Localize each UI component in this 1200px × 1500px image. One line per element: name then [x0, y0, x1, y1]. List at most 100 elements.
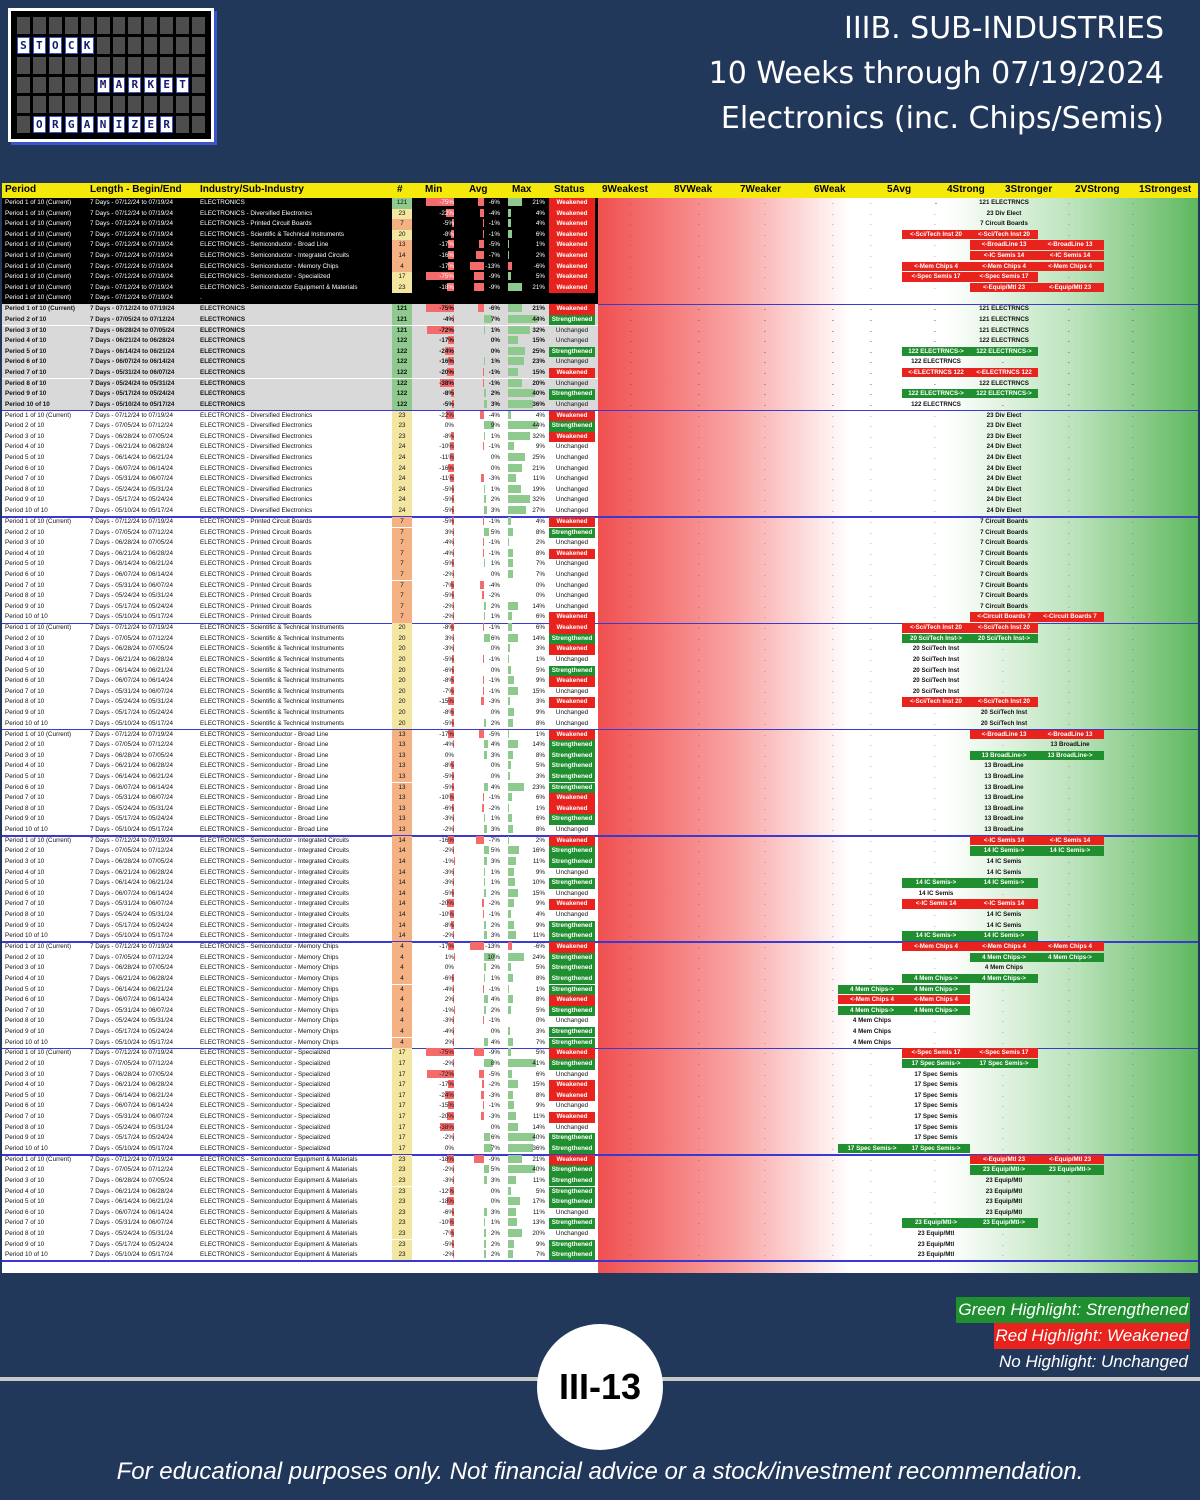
count-cell: 20 — [392, 708, 412, 719]
logo-cell: G — [64, 116, 78, 133]
empty-rung: . — [764, 209, 766, 217]
max-cell: 9% — [535, 677, 545, 685]
status-cell: Weakened — [549, 410, 595, 422]
table-row: Period 8 of 10 7 Days - 05/24/24 to 05/31… — [2, 697, 1198, 708]
empty-rung: . — [764, 305, 766, 313]
max-bar — [508, 1080, 519, 1089]
empty-rung: . — [1132, 454, 1134, 461]
avg-cell: 2% — [490, 964, 500, 972]
empty-rung: . — [832, 687, 834, 695]
count-cell: 7 — [392, 612, 412, 623]
max-bar — [508, 740, 518, 749]
rung-tag: <-Sci/Tech Inst 20 — [970, 697, 1038, 707]
avg-bar — [479, 410, 484, 419]
max-bar — [508, 559, 513, 568]
empty-rung: . — [698, 252, 700, 259]
empty-rung: . — [1132, 1187, 1134, 1195]
empty-rung: . — [832, 209, 834, 217]
empty-rung: . — [832, 645, 834, 653]
logo-cell — [160, 96, 174, 114]
max-bar — [508, 421, 538, 430]
min-cell: 0% — [444, 751, 454, 759]
avg-cell: 0% — [490, 645, 500, 653]
table-row: Period 8 of 10 7 Days - 05/24/24 to 05/31… — [2, 803, 1198, 815]
avg-cell: 2% — [490, 602, 500, 610]
empty-rung: . — [698, 581, 700, 589]
max-bar — [508, 442, 515, 451]
industry-cell: ELECTRONICS - Semiconductor - Specialize… — [200, 1070, 331, 1078]
count-cell: 4 — [392, 984, 412, 996]
empty-rung: . — [698, 656, 700, 663]
empty-rung: . — [870, 337, 872, 345]
avg-cell: 3% — [490, 751, 500, 759]
empty-rung: . — [934, 868, 936, 876]
table-row: Period 5 of 10 7 Days - 06/14/24 to 06/21… — [2, 1090, 1198, 1102]
rung-tag: 17 Spec Semis — [914, 1091, 958, 1099]
empty-rung: . — [1132, 677, 1134, 685]
empty-rung: . — [764, 666, 766, 674]
avg-cell: 0% — [490, 570, 500, 578]
min-cell: -5% — [442, 517, 454, 525]
min-cell: -17% — [439, 241, 454, 249]
rung-tag: 13 BroadLine — [984, 772, 1024, 780]
empty-rung: . — [1068, 422, 1070, 430]
max-bar — [508, 676, 515, 685]
empty-rung: . — [832, 358, 834, 366]
logo-cell — [80, 96, 94, 114]
legend-weakened: Red Highlight: Weakened — [993, 1323, 1190, 1349]
empty-rung: . — [698, 634, 700, 642]
empty-rung: . — [698, 645, 700, 653]
rung-tag: 7 Circuit Boards — [980, 592, 1028, 600]
min-bar — [427, 1069, 454, 1078]
rung-tag: <-Mem Chips 4 — [970, 942, 1038, 952]
avg-cell: -2% — [488, 592, 500, 600]
logo-cell — [144, 17, 158, 34]
empty-rung: . — [832, 1049, 834, 1057]
table-row: Period 1 of 10 (Current) 7 Days - 07/12/2… — [2, 293, 598, 304]
empty-rung: . — [934, 730, 936, 738]
min-cell: -5% — [442, 889, 454, 897]
status-cell: Strengthened — [549, 878, 595, 889]
count-cell: 13 — [392, 824, 412, 836]
column-header: 9Weakest — [602, 184, 648, 195]
empty-rung: . — [832, 592, 834, 600]
period-cell: Period 4 of 10 — [5, 656, 45, 663]
empty-rung: . — [698, 677, 700, 685]
empty-rung: . — [630, 475, 632, 483]
empty-rung: . — [698, 741, 700, 749]
min-bar — [450, 1218, 454, 1227]
avg-bar — [484, 484, 486, 493]
empty-rung: . — [1068, 1229, 1070, 1237]
max-cell: 23% — [532, 358, 545, 366]
table-row: Period 4 of 10 7 Days - 06/21/24 to 06/28… — [2, 548, 1198, 560]
empty-rung: . — [1132, 1070, 1134, 1078]
rung-tag: 14 IC Semis-> — [1036, 846, 1104, 856]
empty-rung: . — [630, 241, 632, 249]
rung-tag: 122 ELECTRNCS-> — [970, 389, 1038, 399]
max-cell: 41% — [532, 1060, 545, 1067]
table-row: Period 4 of 10 7 Days - 06/21/24 to 06/28… — [2, 1080, 1198, 1091]
period-cell: Period 2 of 10 — [5, 315, 47, 323]
empty-rung: . — [698, 985, 700, 993]
avg-cell: 2% — [490, 1251, 500, 1259]
max-bar — [508, 506, 527, 514]
avg-cell: -4% — [488, 411, 500, 419]
status-cell: Weakened — [549, 272, 595, 283]
empty-rung: . — [1132, 305, 1134, 313]
empty-rung: . — [934, 411, 936, 419]
length-cell: 7 Days - 06/28/24 to 07/05/24 — [90, 432, 173, 440]
avg-cell: -9% — [488, 1155, 500, 1163]
max-cell: 1% — [535, 730, 545, 738]
rung-tag: 4 Mem Chips-> — [902, 973, 970, 984]
min-cell: -22% — [439, 209, 454, 217]
industry-cell: ELECTRONICS - Semiconductor - Broad Line — [200, 825, 329, 833]
empty-rung: . — [698, 1229, 700, 1237]
empty-rung: . — [1068, 1123, 1070, 1131]
rung-tag: 23 Equip/Mtl — [917, 1240, 955, 1248]
empty-rung: . — [870, 751, 872, 759]
avg-bar — [482, 984, 484, 993]
empty-rung: . — [870, 496, 872, 504]
min-bar — [451, 431, 454, 440]
empty-rung: . — [832, 475, 834, 483]
max-cell: 9% — [535, 868, 545, 876]
